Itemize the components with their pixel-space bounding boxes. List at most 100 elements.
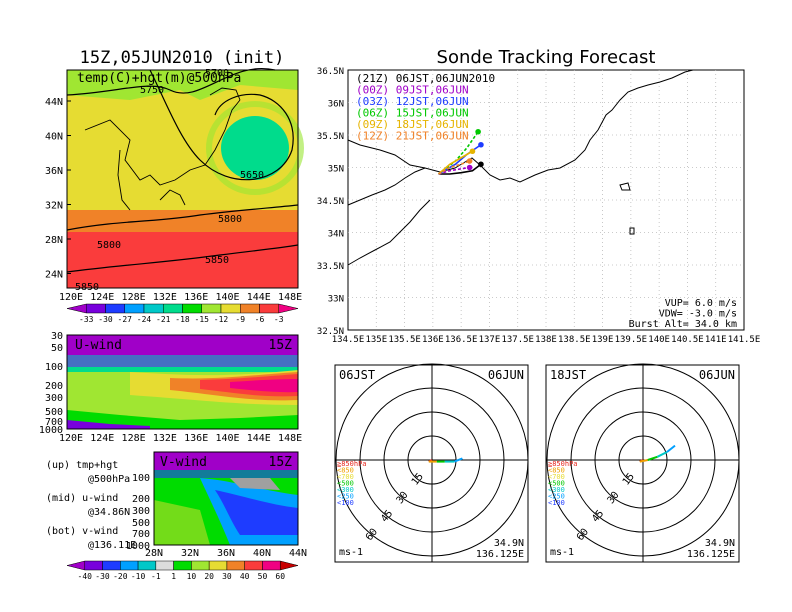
temp-colorbar-label: -30: [98, 315, 113, 324]
track-xtick-label: 136.5E: [445, 335, 478, 345]
track-ytick-label: 32.5N: [317, 327, 344, 337]
u-wind-xtick-label: 132E: [153, 433, 177, 444]
legend-notes: (up) tmp+hgt @500hPa (mid) u-wind @34.86N (b…: [46, 460, 136, 551]
temp-colorbar-label: -21: [156, 315, 171, 324]
u-wind-ptick-label: 500: [45, 407, 63, 418]
track-xtick-label: 141E: [705, 335, 727, 345]
v-wind-xtick-label: 32N: [181, 548, 199, 559]
hodograph-segment: [454, 457, 463, 463]
height-contours: [66, 67, 299, 273]
wind-colorbar-label: -30: [95, 572, 110, 581]
hodograph-date: 06JUN: [488, 368, 524, 382]
track-line: [437, 150, 473, 175]
track-xtick-label: 139E: [592, 335, 614, 345]
u-wind-time: 15Z: [269, 338, 293, 353]
map-x-ticks: 120E 124E 128E 132E 136E 140E 144E 148E: [59, 292, 302, 303]
wind-colorbar: -40 -30 -20 -10 -1 1 10 20 30 40 50 60: [66, 560, 299, 581]
v-wind-xtick-label: 28N: [145, 548, 163, 559]
wind-colorbar-swatch: [173, 560, 192, 571]
u-wind-xtick-label: 144E: [247, 433, 271, 444]
track-endpoint: [469, 148, 476, 155]
map-ytick-label: 32N: [45, 201, 63, 212]
map-xtick-label: 144E: [247, 292, 271, 303]
hodograph-lon: 136.125E: [687, 549, 735, 560]
track-legend: (21Z) 06JST,06JUN2010(00Z) 09JST,06JUN(0…: [356, 72, 495, 143]
track-xtick-label: 136E: [422, 335, 444, 345]
hodograph-level-label: <850: [548, 467, 565, 475]
wind-colorbar-label: 60: [275, 572, 285, 581]
track-endpoint: [478, 141, 484, 148]
v-wind-xtick-label: 36N: [217, 548, 235, 559]
u-wind-ptick-label: 1000: [39, 425, 63, 436]
temp-colorbar-swatch: [143, 303, 164, 314]
temp-colorbar-label: -6: [255, 315, 265, 324]
u-wind-ptick-label: 100: [45, 362, 63, 373]
orange-band-fill: [67, 210, 298, 232]
map-xtick-label: 128E: [122, 292, 146, 303]
temp-colorbar-swatch: [182, 303, 202, 314]
wind-colorbar-label: 10: [187, 572, 197, 581]
track-line: [438, 163, 482, 175]
hodograph-lat: 34.9N: [494, 538, 524, 549]
temp-colorbar-label: -24: [137, 315, 152, 324]
track-coastline: [347, 69, 694, 266]
hodograph-level-label: ≧850hPa: [548, 460, 578, 468]
hodograph-time: 06JST: [339, 368, 375, 382]
v-wind-ptick-label: 500: [132, 518, 150, 529]
wind-colorbar-swatch: [84, 560, 103, 571]
map-label: temp(C)+hgt(m)@500hPa: [77, 71, 241, 86]
track-map-panel: (21Z) 06JST,06JUN2010(00Z) 09JST,06JUN(0…: [347, 69, 745, 331]
u-wind-ptick-label: 50: [51, 343, 63, 354]
hodograph-level-label: <300: [337, 486, 354, 494]
map-xtick-label: 136E: [184, 292, 208, 303]
wind-colorbar-swatch: [191, 560, 210, 571]
track-xtick-label: 140.5E: [671, 335, 704, 345]
track-legend-entry: (09Z) 18JST,06JUN: [356, 118, 469, 131]
track-axes: 36.5N 36N 35.5N 35N 34.5N 34N 33.5N 33N 32.5N134…: [317, 67, 760, 345]
temp-colorbar-swatch: [220, 303, 241, 314]
note-detail: @500hPa: [88, 474, 130, 485]
contour-label-5850a: 5850: [205, 255, 229, 266]
hodograph-level-label: <250: [548, 493, 565, 501]
wind-colorbar-label: -40: [78, 572, 93, 581]
wind-colorbar-swatch: [244, 560, 263, 571]
track-xtick-label: 135.5E: [388, 335, 421, 345]
temp-colorbar-swatch: [201, 303, 222, 314]
track-endpoint: [466, 164, 473, 171]
u-wind-xtick-label: 120E: [59, 433, 83, 444]
track-line: [438, 166, 470, 175]
wind-colorbar-swatch: [102, 560, 121, 571]
u-wind-xtick-label: 124E: [90, 433, 114, 444]
map-ytick-label: 44N: [45, 97, 63, 108]
track-legend-entry: (21Z) 06JST,06JUN2010: [356, 72, 495, 85]
track-xtick-label: 135E: [365, 335, 387, 345]
note-key: (mid) u-wind: [46, 493, 118, 504]
sonde-tracks: [437, 128, 484, 175]
hodograph-level-label: <300: [548, 486, 565, 494]
track-ytick-label: 33.5N: [317, 262, 344, 272]
track-ytick-label: 35.5N: [317, 132, 344, 142]
u-wind-xtick-label: 148E: [278, 433, 302, 444]
hodograph-level-label: ≧850hPa: [337, 460, 367, 468]
map-ytick-label: 28N: [45, 235, 63, 246]
coastline: [84, 87, 241, 211]
note-detail: @136.11E: [88, 540, 136, 551]
track-param: VDW= -3.0 m/s: [659, 309, 737, 320]
temp-colorbar-label: -15: [195, 315, 210, 324]
hodograph-unit: ms-1: [550, 547, 574, 558]
v-wind-ptick-label: 700: [132, 529, 150, 540]
contour-label-5700: 5700: [205, 68, 229, 79]
track-param: Burst Alt= 34.0 km: [629, 319, 737, 330]
map-xtick-label: 148E: [278, 292, 302, 303]
contour-label-5800b: 5800: [97, 240, 121, 251]
track-ytick-label: 36N: [328, 100, 344, 110]
contour-label-5800a: 5800: [218, 214, 242, 225]
temp-colorbar-swatch: [124, 303, 145, 314]
v-wind-ptick-label: 1000: [126, 541, 150, 552]
wind-colorbar-swatch: [279, 560, 299, 571]
u-wind-ptick-label: 700: [45, 417, 63, 428]
u-wind-xtick-label: 128E: [122, 433, 146, 444]
contour-label-5750: 5750: [140, 85, 164, 96]
